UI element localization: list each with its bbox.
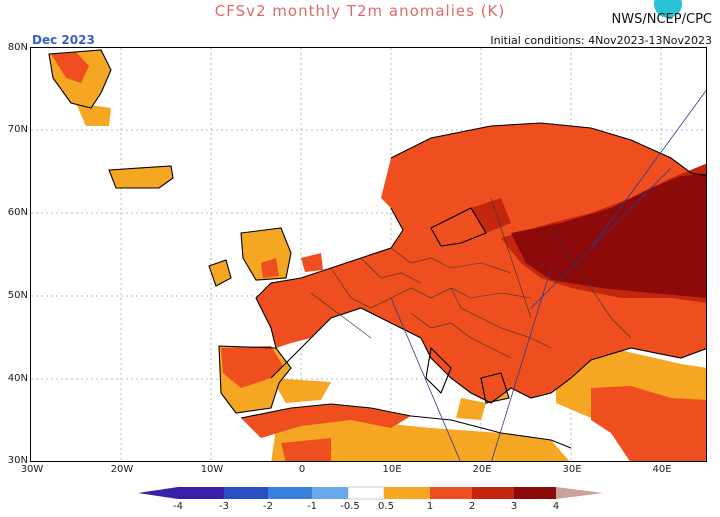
circle-icon [654, 0, 682, 18]
legend-tick: 1 [426, 501, 434, 512]
colorbar-segment [384, 487, 430, 499]
legend-tick: 0.5 [378, 501, 394, 512]
country-borders [310, 197, 632, 359]
lon-label: 10W [200, 464, 224, 475]
coastlines [48, 49, 706, 449]
map-title: CFSv2 monthly T2m anomalies (K) [214, 2, 506, 20]
lon-label: 40E [652, 464, 672, 475]
legend-tick: 2 [468, 501, 476, 512]
colorbar-segment [268, 487, 312, 499]
colorbar-segment [224, 487, 268, 499]
legend-tick: -2 [263, 501, 273, 512]
map-frame [30, 47, 707, 462]
legend-tick: 3 [510, 501, 518, 512]
lon-label: 10E [382, 464, 402, 475]
legend-tick: -1 [307, 501, 317, 512]
legend-tick: -4 [173, 501, 183, 512]
legend-tick: -0.5 [340, 501, 360, 512]
colorbar-segment [347, 486, 385, 500]
anomaly-map [31, 48, 706, 461]
colorbar-segment [312, 487, 348, 499]
anomaly-3-4-regions [511, 173, 706, 298]
colorbar-right-arrow [556, 487, 603, 499]
legend-tick: 4 [552, 501, 560, 512]
colorbar-segment [430, 487, 472, 499]
color-bar [138, 486, 603, 500]
month-label: Dec 2023 [32, 33, 95, 47]
lat-label: 80N [7, 42, 28, 53]
lat-label: 70N [7, 124, 28, 135]
lon-label: 30E [562, 464, 582, 475]
annotation-lines [390, 90, 706, 461]
colorbar-segment [178, 487, 224, 499]
lon-label: 30W [20, 464, 44, 475]
colorbar-left-arrow [138, 487, 178, 499]
lat-label: 50N [7, 290, 28, 301]
lat-label: 40N [7, 373, 28, 384]
lon-label: 20W [110, 464, 134, 475]
legend-tick: -3 [219, 501, 229, 512]
agency-label: NWS/NCEP/CPC [611, 12, 712, 27]
colorbar-segment [472, 487, 514, 499]
lat-label: 60N [7, 207, 28, 218]
lat-label: 30N [7, 455, 28, 466]
colorbar-segment [514, 487, 556, 499]
initial-conditions-label: Initial conditions: 4Nov2023-13Nov2023 [490, 34, 712, 47]
lon-label: 0 [298, 464, 306, 475]
lon-label: 20E [472, 464, 492, 475]
